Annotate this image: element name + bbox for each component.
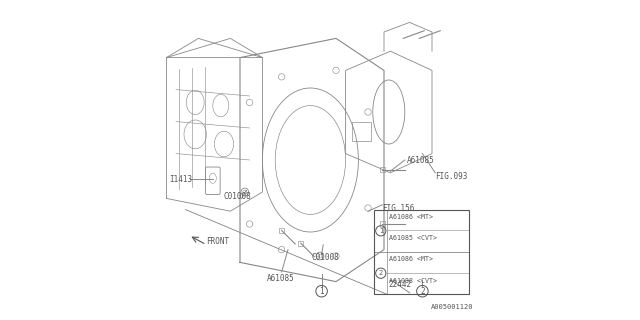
Text: I1413: I1413: [170, 175, 193, 184]
Bar: [374, 210, 468, 294]
Text: FRONT: FRONT: [206, 237, 230, 246]
Text: A61086 <MT>: A61086 <MT>: [389, 214, 433, 220]
Text: 1: 1: [379, 228, 383, 234]
Bar: [279, 228, 284, 233]
Text: A005001120: A005001120: [431, 304, 474, 310]
Text: A61085: A61085: [268, 274, 295, 283]
Text: FIG.156: FIG.156: [383, 204, 415, 212]
Text: A61085 <CVT>: A61085 <CVT>: [389, 235, 437, 241]
Text: 2: 2: [379, 270, 383, 276]
Text: A61085: A61085: [406, 156, 434, 164]
Text: FIG.093: FIG.093: [435, 172, 468, 180]
Text: C01008: C01008: [312, 253, 340, 262]
Text: 22442: 22442: [388, 280, 412, 289]
Text: C01008: C01008: [224, 192, 252, 201]
Text: 2: 2: [420, 287, 425, 296]
Bar: [380, 167, 385, 172]
Text: 1: 1: [319, 287, 324, 296]
Bar: [298, 241, 303, 246]
Text: A61086 <MT>: A61086 <MT>: [389, 256, 433, 262]
Text: A61088 <CVT>: A61088 <CVT>: [389, 278, 437, 284]
Bar: [352, 122, 371, 141]
Bar: [380, 221, 385, 227]
